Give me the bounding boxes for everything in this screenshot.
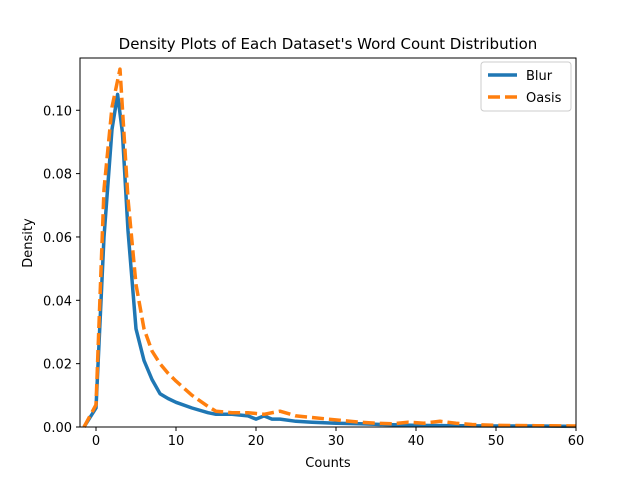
x-tick-label: 50 [488, 434, 505, 449]
x-tick-label: 10 [168, 434, 185, 449]
x-axis: 0 10 20 30 40 50 60 [92, 427, 584, 449]
legend-label-oasis: Oasis [526, 91, 562, 106]
series-line-oasis [82, 67, 577, 428]
y-tick-label: 0.04 [43, 294, 72, 309]
x-axis-label: Counts [305, 456, 351, 471]
y-axis-label: Density [21, 218, 36, 268]
x-tick-label: 40 [408, 434, 425, 449]
series-line-blur [82, 92, 577, 429]
legend: Blur Oasis [480, 61, 572, 112]
y-tick-label: 0.02 [43, 358, 72, 373]
plot-frame [79, 57, 577, 428]
legend-label-blur: Blur [526, 69, 553, 84]
x-tick-label: 0 [92, 434, 100, 449]
x-tick-label: 30 [328, 434, 345, 449]
series-layer [82, 67, 577, 429]
y-axis: 0.00 0.02 0.04 0.06 0.08 0.10 [43, 104, 80, 436]
y-tick-label: 0.00 [43, 421, 72, 436]
x-tick-label: 20 [248, 434, 265, 449]
y-tick-label: 0.10 [43, 104, 72, 119]
y-tick-label: 0.06 [43, 231, 72, 246]
x-tick-label: 60 [568, 434, 585, 449]
y-tick-label: 0.08 [43, 168, 72, 183]
plot-area [79, 57, 577, 429]
chart-title: Density Plots of Each Dataset's Word Cou… [119, 35, 538, 53]
